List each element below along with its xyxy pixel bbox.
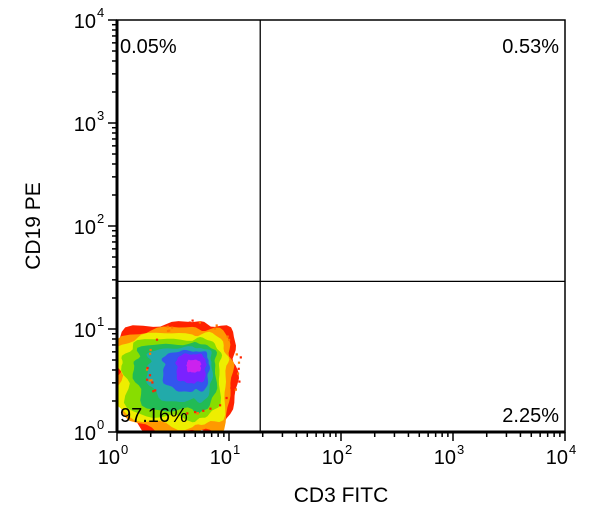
x-tick-exponent: 1: [233, 442, 240, 457]
outlier-event: [168, 329, 171, 332]
outlier-event: [148, 379, 151, 382]
quadrant-label-upper-left: 0.05%: [120, 36, 177, 58]
quadrant-label-upper-right: 0.53%: [502, 36, 559, 58]
y-tick-exponent: 3: [97, 108, 104, 123]
outlier-event: [228, 338, 231, 341]
density-level-9: [186, 359, 202, 373]
x-tick-label: 10: [98, 447, 120, 469]
outlier-event: [146, 366, 149, 370]
outlier-event: [150, 379, 153, 382]
outlier-event: [188, 321, 191, 324]
quadrant-label-lower-right: 2.25%: [502, 405, 559, 427]
outlier-event: [166, 325, 169, 328]
outlier-event: [154, 389, 157, 392]
y-tick-exponent: 2: [97, 211, 104, 226]
quadrant-gates: [117, 20, 565, 432]
outlier-event: [196, 412, 199, 415]
outlier-event: [151, 381, 154, 384]
outlier-event: [209, 407, 212, 410]
x-tick-exponent: 0: [121, 442, 128, 457]
outlier-event: [145, 368, 149, 371]
outlier-event: [146, 378, 149, 381]
outlier-event: [166, 329, 170, 333]
x-tick-label: 10: [546, 447, 568, 469]
outlier-event: [237, 361, 241, 364]
y-tick-exponent: 4: [97, 5, 104, 20]
x-tick-exponent: 2: [345, 442, 352, 457]
y-tick-label: 10: [74, 423, 96, 445]
y-tick-exponent: 1: [97, 314, 104, 329]
outlier-event: [186, 412, 189, 415]
outlier-event: [235, 353, 238, 356]
y-axis-label: CD19 PE: [22, 182, 45, 270]
outlier-event: [194, 411, 197, 414]
outlier-event: [226, 335, 229, 338]
tick-labels: 10 0 10 1 10 2 10 3 10 410 010 110 210 310 4: [74, 5, 576, 469]
outlier-event: [149, 348, 152, 352]
outlier-event: [171, 326, 174, 329]
cell-population-density: [117, 319, 242, 432]
x-tick-label: 10: [210, 447, 232, 469]
outlier-event: [239, 356, 242, 359]
outlier-event: [237, 372, 240, 375]
x-tick-exponent: 3: [457, 442, 464, 457]
x-tick-label: 10: [434, 447, 456, 469]
plot-axes: [108, 19, 566, 441]
outlier-event: [237, 367, 240, 370]
y-tick-label: 10: [74, 217, 96, 239]
y-tick-label: 10: [74, 320, 96, 342]
outlier-event: [191, 319, 194, 322]
outlier-event: [148, 374, 152, 377]
outlier-event: [234, 388, 237, 391]
outlier-event: [213, 327, 216, 330]
y-tick-label: 10: [74, 114, 96, 136]
y-tick-label: 10: [74, 11, 96, 33]
y-tick-exponent: 0: [97, 417, 104, 432]
outlier-event: [225, 396, 228, 400]
outlier-event: [238, 380, 241, 383]
outlier-event: [230, 386, 233, 390]
outlier-event: [149, 352, 152, 355]
outlier-event: [198, 321, 201, 324]
outlier-event: [219, 404, 222, 407]
outlier-event: [215, 324, 218, 327]
outlier-event: [155, 338, 159, 341]
outlier-event: [152, 390, 155, 393]
x-axis-label: CD3 FITC: [294, 484, 389, 507]
quadrant-label-lower-left: 97.16%: [120, 405, 188, 427]
x-tick-label: 10: [322, 447, 344, 469]
quadrant-labels: 0.05% 0.53% 97.16% 2.25%: [120, 36, 559, 427]
x-tick-exponent: 4: [569, 442, 576, 457]
outlier-event: [202, 409, 205, 412]
